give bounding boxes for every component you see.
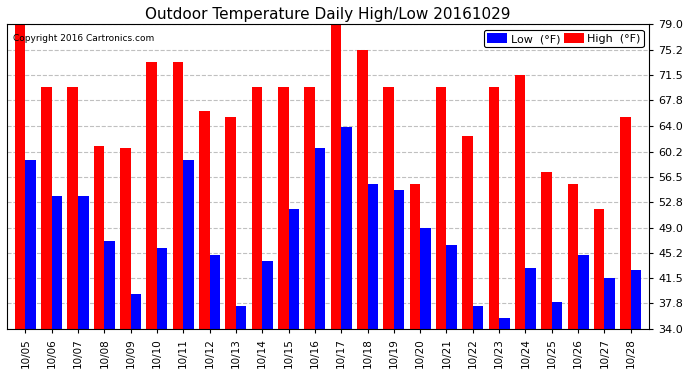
Bar (41, 87, 52, 329)
Bar (446, 245, 457, 329)
Bar (631, 270, 641, 329)
Bar (526, 268, 536, 329)
Bar (68, 87, 78, 329)
Bar (252, 87, 262, 329)
Bar (78, 196, 88, 329)
Bar (568, 184, 578, 329)
Bar (172, 62, 184, 329)
Bar (473, 306, 483, 329)
Bar (94, 146, 104, 329)
Bar (462, 135, 473, 329)
Bar (515, 75, 526, 329)
Bar (357, 50, 368, 329)
Bar (226, 117, 236, 329)
Bar (15, 24, 26, 329)
Bar (210, 255, 220, 329)
Bar (342, 128, 352, 329)
Bar (52, 196, 62, 329)
Bar (578, 255, 589, 329)
Bar (146, 62, 157, 329)
Bar (410, 184, 420, 329)
Bar (304, 87, 315, 329)
Bar (104, 241, 115, 329)
Bar (262, 261, 273, 329)
Legend: Low  (°F), High  (°F): Low (°F), High (°F) (484, 30, 644, 48)
Bar (199, 111, 210, 329)
Bar (184, 160, 194, 329)
Bar (552, 302, 562, 329)
Bar (120, 148, 130, 329)
Text: Copyright 2016 Cartronics.com: Copyright 2016 Cartronics.com (13, 34, 155, 43)
Bar (541, 172, 552, 329)
Bar (604, 278, 615, 329)
Bar (157, 248, 168, 329)
Bar (130, 294, 141, 329)
Bar (620, 117, 631, 329)
Bar (489, 87, 499, 329)
Bar (384, 87, 394, 329)
Bar (499, 318, 510, 329)
Bar (278, 87, 288, 329)
Bar (394, 190, 404, 329)
Bar (436, 87, 446, 329)
Title: Outdoor Temperature Daily High/Low 20161029: Outdoor Temperature Daily High/Low 20161… (146, 7, 511, 22)
Bar (236, 306, 246, 329)
Bar (331, 22, 342, 329)
Bar (368, 184, 378, 329)
Bar (26, 160, 36, 329)
Bar (315, 148, 326, 329)
Bar (288, 209, 299, 329)
Bar (420, 228, 431, 329)
Bar (594, 209, 604, 329)
